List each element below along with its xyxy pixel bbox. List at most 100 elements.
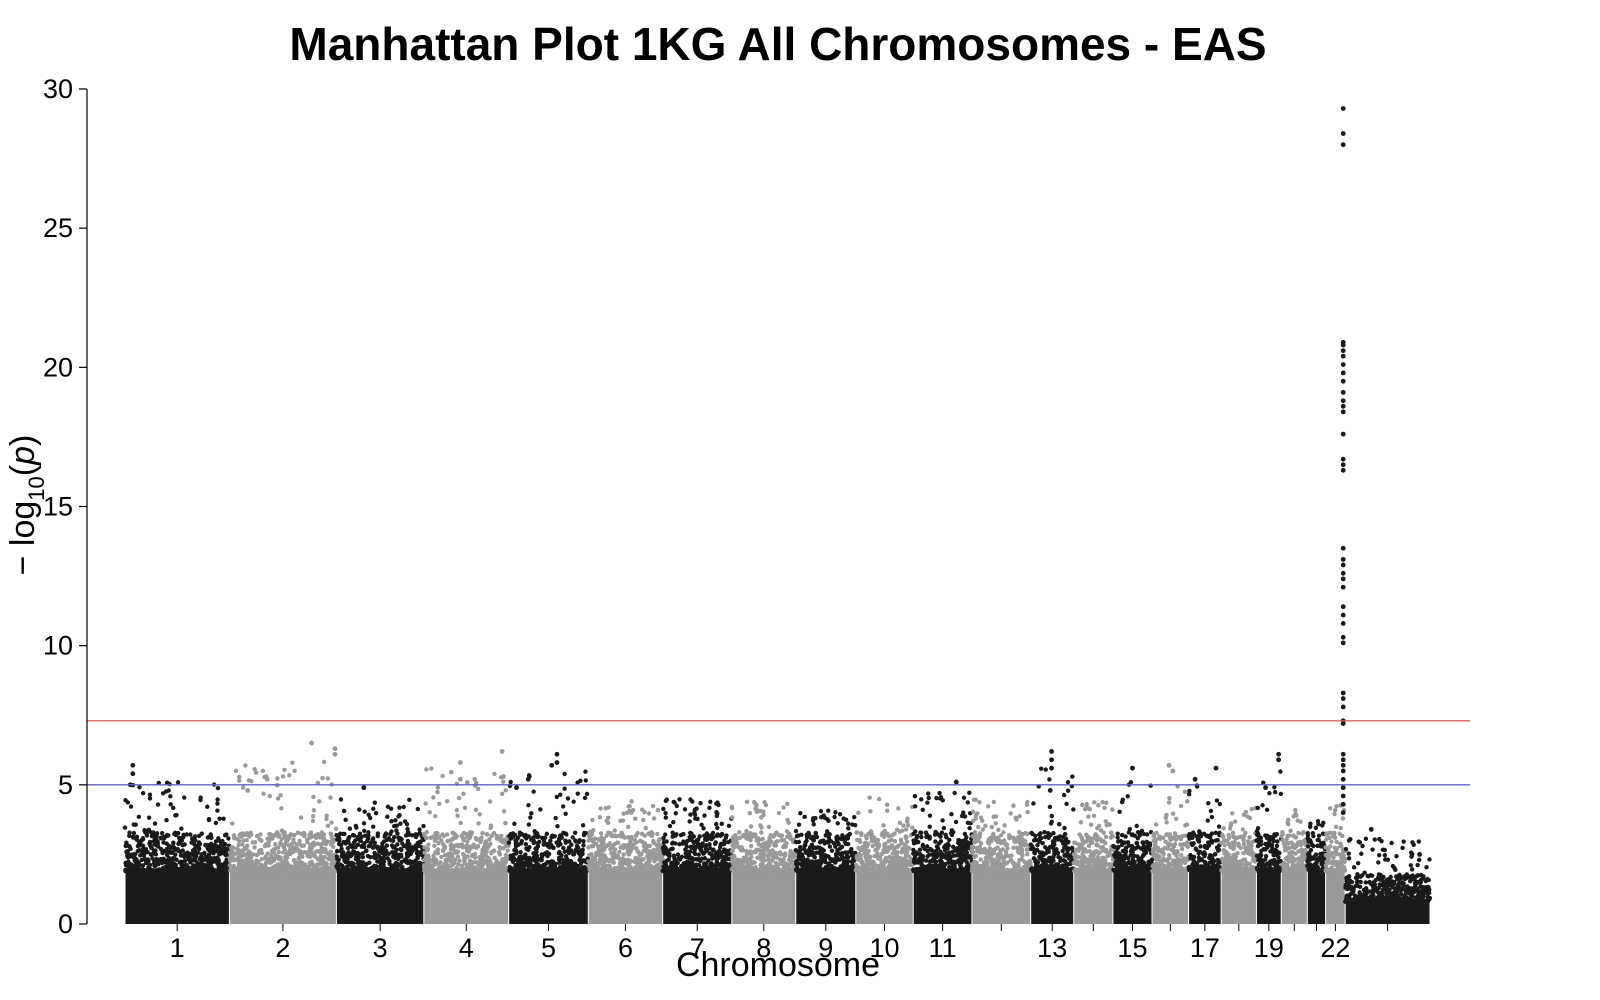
snp-point: [468, 831, 473, 836]
snp-point: [630, 807, 636, 813]
snp-point: [531, 789, 536, 794]
snp-point: [179, 826, 184, 831]
snp-point: [396, 814, 401, 819]
snp-point: [175, 830, 181, 836]
snp-point: [775, 839, 780, 844]
snp-point: [615, 840, 621, 845]
snp-point: [153, 848, 158, 853]
snp-point: [512, 857, 518, 863]
snp-point: [904, 846, 909, 851]
snp-point: [192, 865, 197, 870]
snp-point: [365, 835, 371, 841]
snp-point: [730, 854, 735, 859]
snp-point: [433, 814, 438, 819]
snp-point: [366, 830, 371, 835]
snp-point: [881, 823, 886, 828]
snp-point: [1072, 859, 1078, 865]
snp-point: [771, 865, 777, 870]
snp-point: [435, 847, 440, 853]
snp-point: [450, 830, 455, 835]
snp-point: [651, 847, 656, 853]
snp-point: [508, 779, 513, 785]
snp-point: [533, 846, 538, 851]
snp-point: [938, 834, 943, 839]
snp-point: [371, 806, 376, 812]
snp-point: [533, 834, 538, 839]
snp-point: [371, 843, 377, 849]
snp-point: [156, 844, 161, 849]
snp-point: [845, 841, 851, 847]
snp-point: [667, 823, 673, 829]
snp-point: [933, 848, 939, 854]
snp-point: [996, 851, 1002, 857]
snp-point: [526, 860, 531, 865]
snp-point: [136, 814, 142, 820]
snp-point: [147, 839, 153, 845]
snp-point: [1051, 839, 1057, 845]
snp-point: [950, 865, 956, 871]
snp-point: [796, 822, 802, 827]
snp-point: [345, 846, 351, 851]
chromosome-15-points: [1111, 780, 1155, 924]
snp-point: [422, 845, 427, 850]
snp-point: [663, 865, 669, 870]
snp-point: [161, 856, 167, 862]
snp-point: [291, 837, 296, 842]
snp-point: [709, 852, 714, 857]
snp-point: [527, 845, 532, 850]
snp-point: [1040, 852, 1046, 858]
snp-point: [900, 828, 905, 833]
snp-point: [282, 767, 287, 773]
snp-point: [884, 802, 890, 807]
snp-point: [449, 846, 454, 852]
snp-point: [375, 831, 381, 836]
snp-point: [281, 831, 286, 837]
snp-point: [436, 840, 441, 846]
snp-point: [1001, 838, 1007, 843]
snp-point: [169, 850, 174, 855]
snp-point: [882, 849, 887, 855]
snp-point: [788, 868, 793, 874]
snp-point: [364, 848, 369, 853]
snp-point: [549, 865, 554, 870]
snp-point: [337, 838, 342, 843]
snp-point: [561, 845, 566, 851]
snp-point: [425, 847, 430, 853]
snp-point: [583, 830, 588, 836]
snp-point: [127, 833, 132, 838]
snp-point: [905, 860, 911, 865]
snp-point: [435, 785, 441, 790]
snp-point: [599, 835, 604, 841]
snp-point: [543, 851, 548, 856]
snp-point: [321, 866, 326, 871]
snp-point: [489, 849, 494, 855]
snp-point: [663, 798, 669, 804]
snp-point: [156, 780, 161, 786]
snp-point: [450, 868, 456, 873]
snp-point: [916, 839, 921, 845]
snp-point: [826, 808, 831, 813]
snp-point: [487, 837, 492, 842]
snp-point: [1095, 863, 1100, 868]
snp-point: [979, 864, 984, 869]
snp-point: [673, 811, 679, 816]
snp-point: [782, 852, 787, 858]
snp-point: [1070, 774, 1075, 779]
snp-point: [246, 849, 251, 854]
snp-point: [406, 847, 411, 853]
snp-point: [566, 850, 572, 856]
snp-point: [1031, 801, 1036, 806]
snp-point: [442, 845, 448, 850]
snp-point: [220, 838, 225, 844]
snp-point: [124, 840, 129, 845]
snp-point: [399, 859, 404, 865]
snp-point: [1081, 868, 1086, 873]
snp-point: [972, 859, 978, 865]
snp-point: [628, 867, 633, 872]
snp-point: [1030, 844, 1035, 849]
snp-point: [254, 833, 260, 839]
snp-point: [597, 847, 602, 853]
snp-point: [765, 848, 770, 853]
snp-point: [611, 860, 616, 865]
snp-point: [259, 838, 264, 843]
